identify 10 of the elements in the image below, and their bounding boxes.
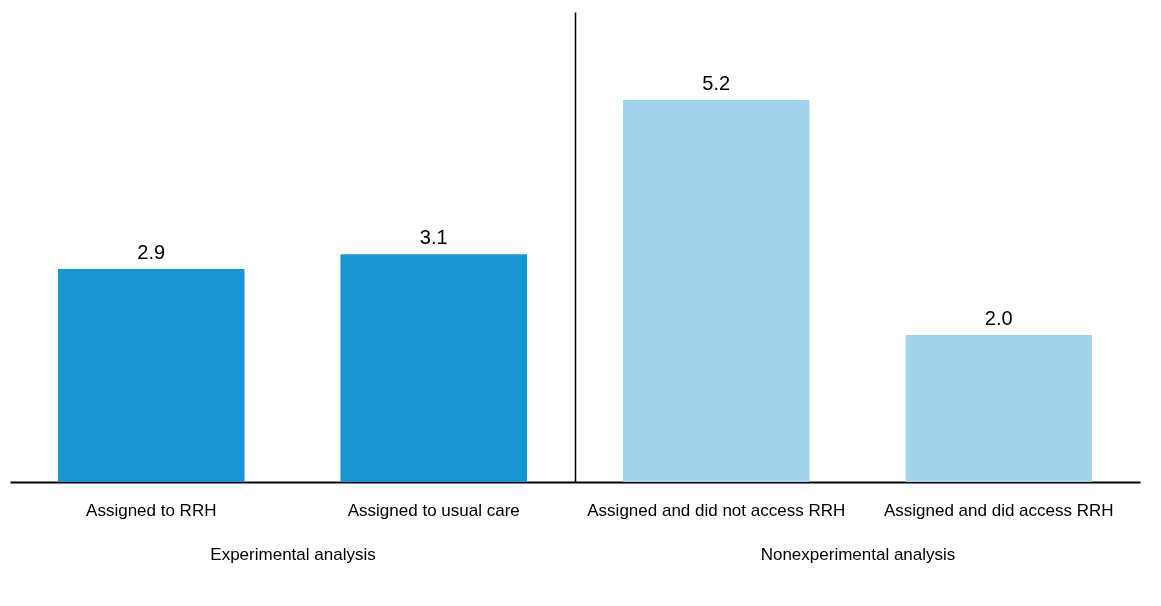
data-label: 5.2 (702, 71, 731, 94)
x-tick-label: Assigned and did not access RRH (587, 500, 846, 520)
data-label: 2.0 (984, 307, 1013, 330)
x-tick-label: Assigned to RRH (86, 500, 217, 520)
x-axis-title: Experimental analysis (210, 544, 376, 564)
x-tick-label: Assigned and did access RRH (883, 500, 1114, 520)
data-label: 2.9 (137, 240, 166, 263)
x-tick-label: Assigned to usual care (347, 500, 520, 520)
x-axis-title: Nonexperimental analysis (760, 544, 956, 564)
data-label: 3.1 (419, 226, 448, 249)
